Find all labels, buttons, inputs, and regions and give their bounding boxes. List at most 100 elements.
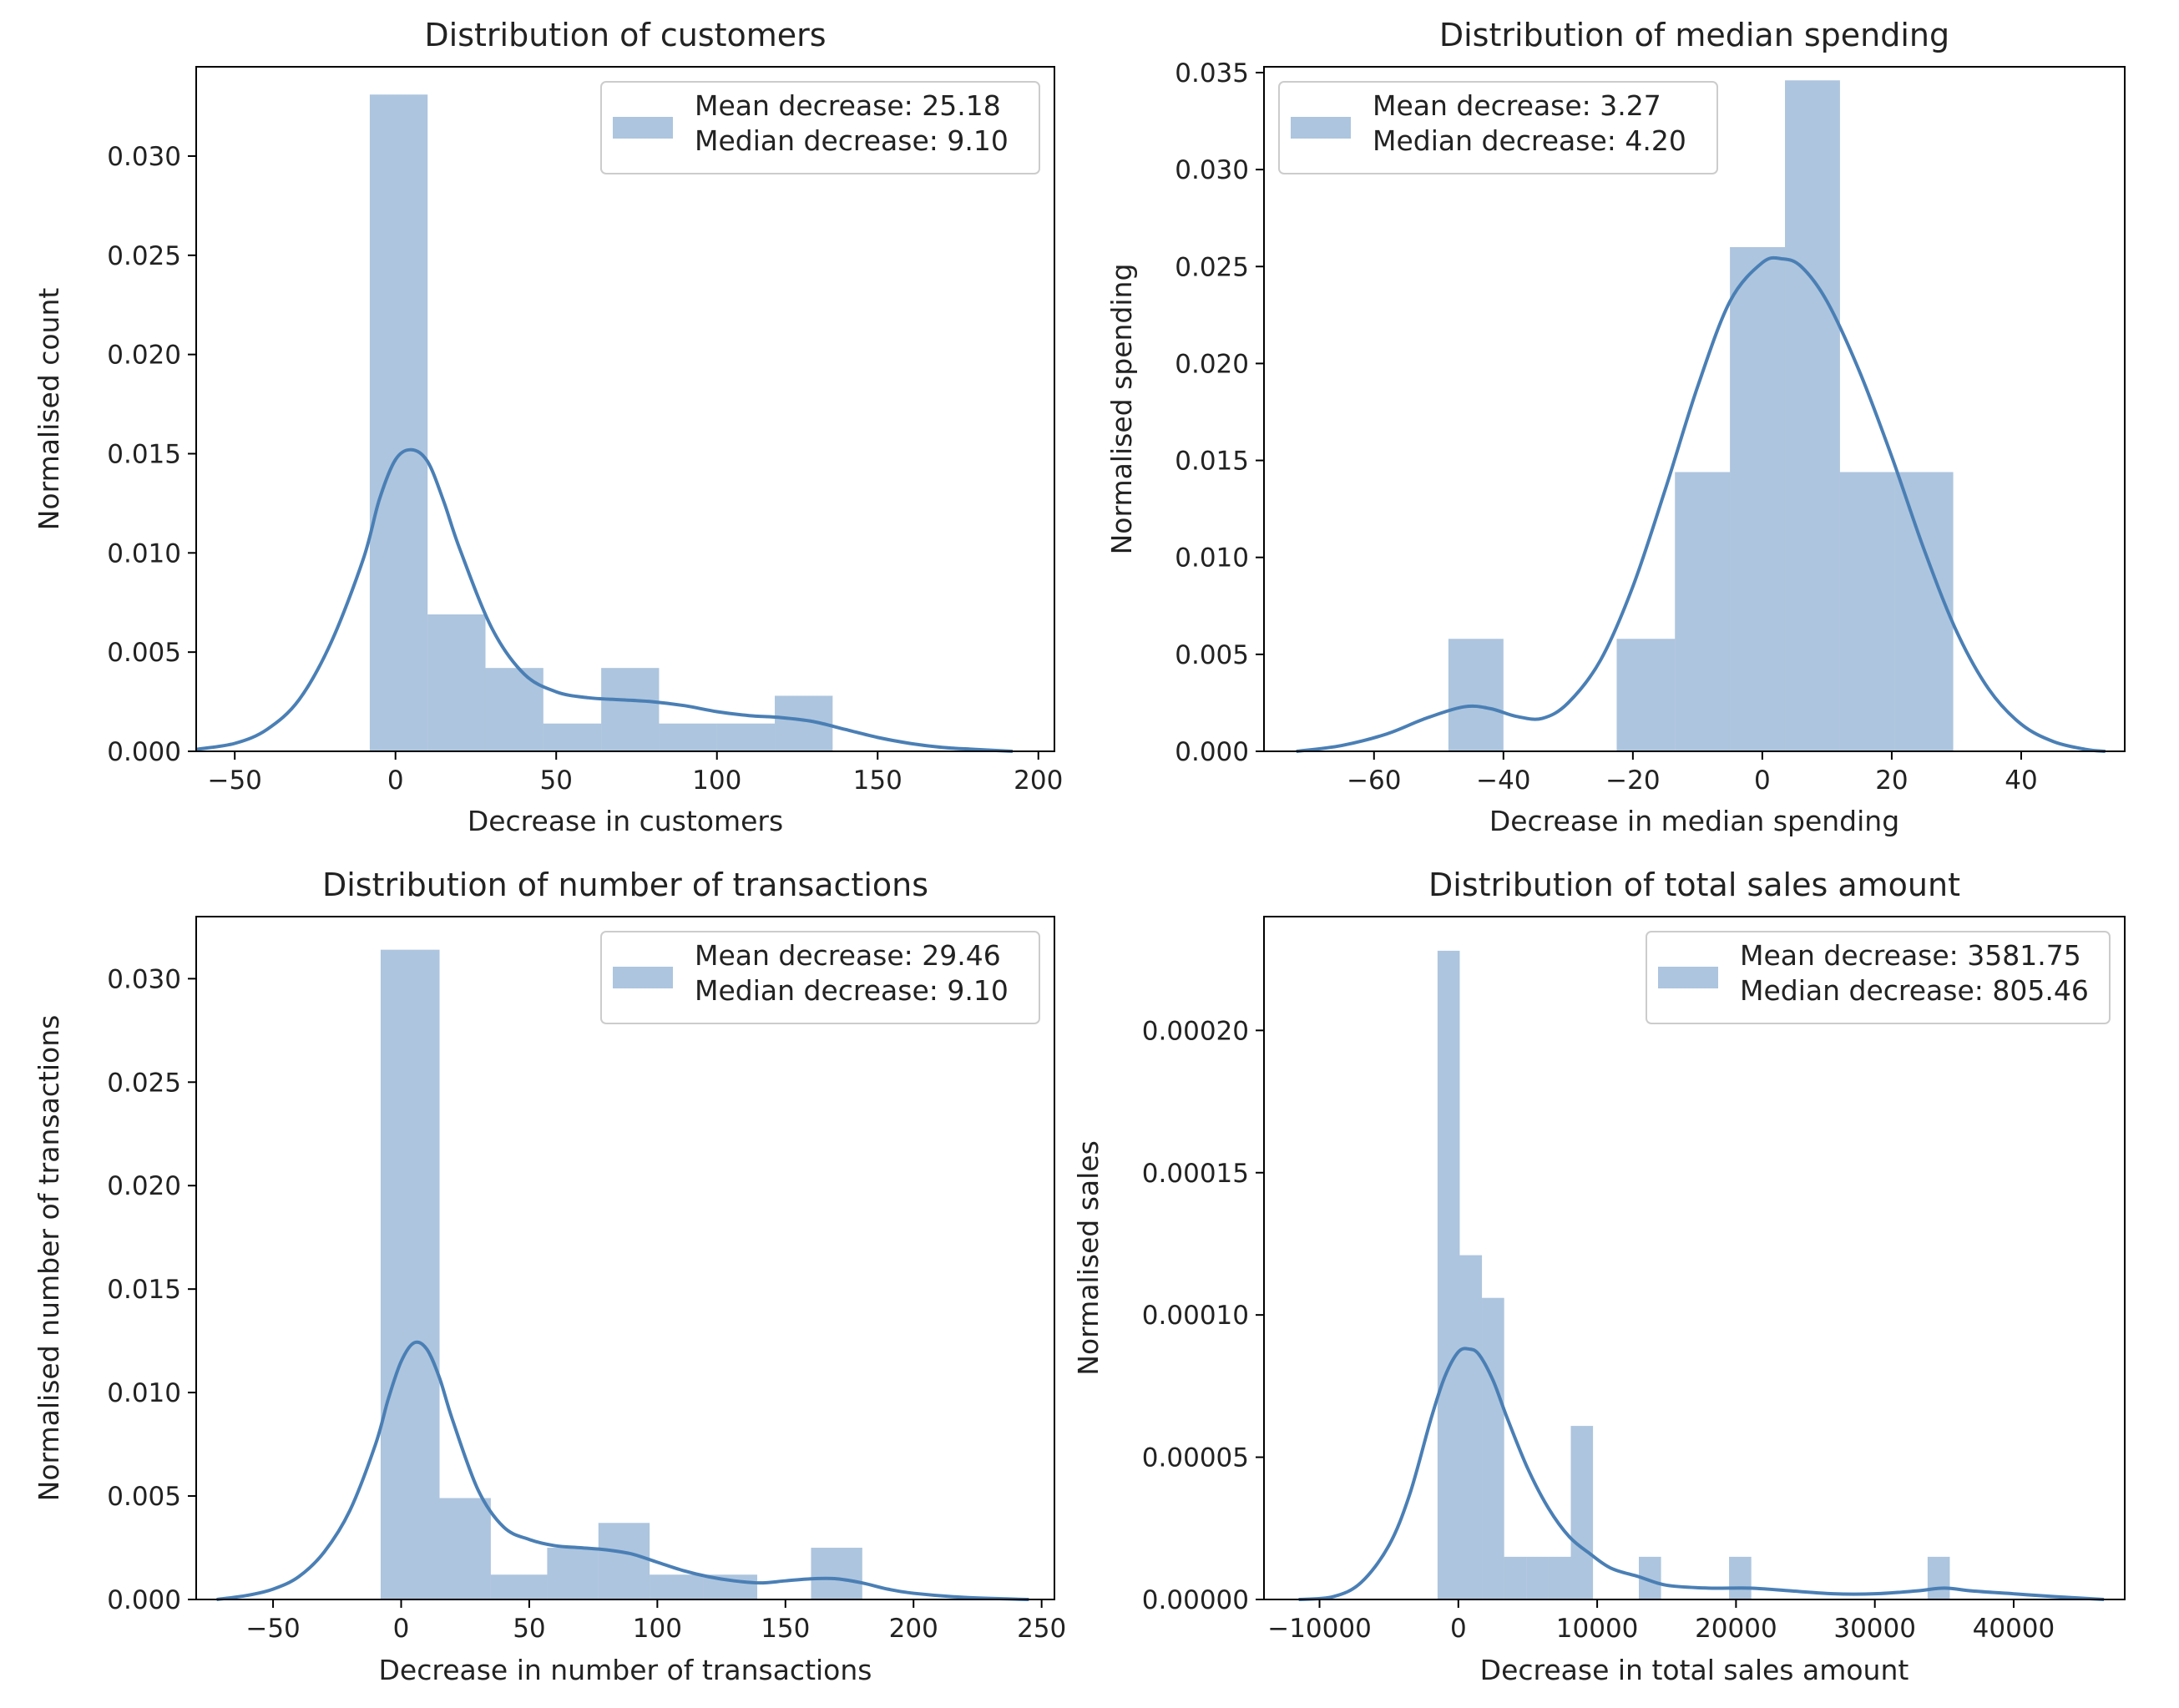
legend-entry: Median decrease: 9.10 <box>695 124 1009 157</box>
x-tick-label: 40000 <box>1973 1614 2055 1644</box>
y-tick-label: 0.030 <box>107 142 181 172</box>
histogram-bar <box>369 94 428 751</box>
legend-swatch <box>1291 117 1351 139</box>
x-tick-label: 50 <box>539 766 572 796</box>
y-tick-label: 0.015 <box>107 1275 181 1305</box>
y-tick-label: 0.00010 <box>1142 1301 1249 1331</box>
histogram-bar <box>1459 1255 1483 1599</box>
y-tick-label: 0.020 <box>107 1171 181 1201</box>
histogram-bar <box>427 614 486 751</box>
x-axis-label: Decrease in total sales amount <box>1480 1654 1909 1686</box>
histogram-bar <box>1616 639 1676 751</box>
histogram-bar <box>601 668 660 751</box>
legend-entry: Mean decrease: 3581.75 <box>1740 939 2081 972</box>
legend-swatch <box>1658 967 1718 988</box>
kde-line <box>1298 1347 2105 1601</box>
x-tick-label: 0 <box>393 1614 410 1644</box>
y-tick-label: 0.020 <box>107 341 181 371</box>
x-tick-label: 100 <box>633 1614 682 1644</box>
axes-frame <box>195 916 1055 1600</box>
kde-line <box>1296 255 2106 753</box>
y-axis-label: Normalised sales <box>1072 1140 1105 1376</box>
x-tick-label: −40 <box>1476 766 1530 796</box>
y-tick-label: 0.010 <box>107 538 181 568</box>
legend-entry: Median decrease: 805.46 <box>1740 974 2089 1007</box>
histogram-bar <box>598 1523 650 1599</box>
legend-entry: Median decrease: 9.10 <box>695 974 1009 1007</box>
histogram-bar <box>1570 1426 1594 1599</box>
histogram-bar <box>547 1548 599 1599</box>
y-tick-label: 0.025 <box>1175 252 1249 282</box>
chart-panel-3: −50 0 50 100 150 200 250 0.000 0.005 0.010 0.015 0.… <box>33 867 1066 1686</box>
y-tick-label: 0.00020 <box>1142 1016 1249 1046</box>
histogram-bar <box>1927 1556 1950 1599</box>
x-tick-label: 250 <box>1017 1614 1066 1644</box>
legend-box <box>600 81 1040 174</box>
legend-entry: Mean decrease: 3.27 <box>1373 89 1661 122</box>
histogram-bar <box>811 1548 862 1599</box>
x-axis-label: Decrease in number of transactions <box>379 1654 872 1686</box>
y-tick-label: 0.000 <box>107 737 181 767</box>
x-tick-label: 20 <box>1875 766 1908 796</box>
y-axis-label: Normalised count <box>33 288 65 531</box>
y-tick-label: 0.005 <box>1175 640 1249 670</box>
x-tick-label: −50 <box>207 766 261 796</box>
x-tick-label: 30000 <box>1833 1614 1916 1644</box>
x-tick-label: 150 <box>853 766 902 796</box>
histogram-bar <box>380 949 440 1599</box>
kde-line <box>216 1340 1029 1601</box>
legend-entry: Mean decrease: 25.18 <box>695 89 1001 122</box>
y-tick-label: 0.015 <box>1175 447 1249 477</box>
histogram-bar <box>650 1574 704 1599</box>
y-tick-label: 0.00000 <box>1142 1585 1249 1615</box>
x-tick-label: −10000 <box>1267 1614 1372 1644</box>
y-tick-label: 0.030 <box>1175 155 1249 185</box>
chart-panel-4: −10000 0 10000 20000 30000 40000 0.00000 0.0000… <box>1072 867 2126 1686</box>
y-tick-label: 0.015 <box>107 439 181 469</box>
histogram-bar <box>1437 950 1460 1599</box>
x-tick-label: 0 <box>387 766 404 796</box>
y-tick-label: 0.00015 <box>1142 1159 1249 1189</box>
legend-box <box>1278 81 1718 174</box>
chart-panel-1: −50 0 50 100 150 200 0.000 0.005 0.010 0.015 0.020… <box>33 17 1063 837</box>
axes-frame <box>1263 66 2126 752</box>
histogram-bar <box>1504 1556 1527 1599</box>
y-axis-label: Normalised spending <box>1105 264 1138 555</box>
x-tick-label: −20 <box>1605 766 1660 796</box>
x-tick-label: 20000 <box>1695 1614 1777 1644</box>
y-tick-label: 0.025 <box>107 241 181 271</box>
x-axis-label: Decrease in customers <box>468 805 783 837</box>
histogram-bar <box>716 723 776 751</box>
y-tick-label: 0.010 <box>107 1378 181 1408</box>
y-axis-label: Normalised number of transactions <box>33 1015 65 1502</box>
histogram-bar <box>1730 247 1786 751</box>
histogram-bar <box>1729 1556 1752 1599</box>
x-tick-label: 100 <box>692 766 741 796</box>
y-tick-label: 0.005 <box>107 638 181 668</box>
x-tick-label: −60 <box>1347 766 1401 796</box>
x-tick-label: 200 <box>1014 766 1063 796</box>
legend-box <box>600 931 1040 1024</box>
axes-frame <box>195 66 1055 752</box>
legend-swatch <box>613 117 673 139</box>
y-tick-label: 0.000 <box>107 1585 181 1615</box>
x-tick-label: 150 <box>761 1614 810 1644</box>
y-tick-label: 0.010 <box>1175 543 1249 574</box>
y-tick-label: 0.020 <box>1175 349 1249 379</box>
legend-entry: Mean decrease: 29.46 <box>695 939 1001 972</box>
x-axis-label: Decrease in median spending <box>1489 805 1899 837</box>
chart-title: Distribution of number of transactions <box>322 867 928 903</box>
x-tick-label: 40 <box>2005 766 2037 796</box>
y-tick-label: 0.00005 <box>1142 1443 1249 1473</box>
chart-panel-2: −60 −40 −20 0 20 40 0.000 0.005 0.010 0.015 0.020 0… <box>1105 17 2126 837</box>
legend-box <box>1646 931 2111 1024</box>
histogram-bar <box>1548 1556 1571 1599</box>
y-tick-label: 0.005 <box>107 1482 181 1512</box>
histogram-bar <box>1894 472 1954 751</box>
y-tick-label: 0.030 <box>107 964 181 994</box>
